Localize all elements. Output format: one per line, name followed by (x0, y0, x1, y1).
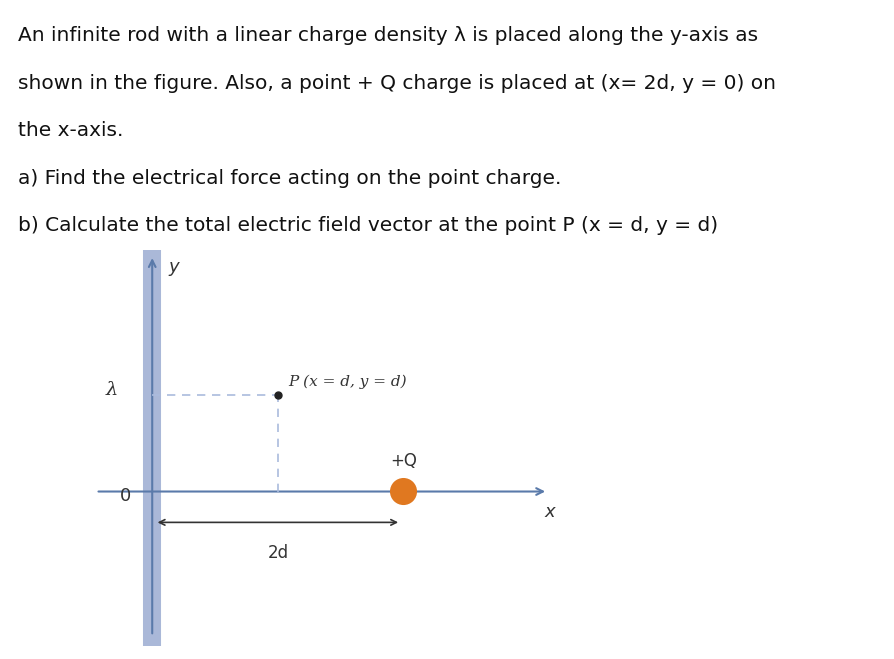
Text: x: x (544, 503, 555, 521)
Text: λ: λ (105, 382, 118, 399)
Text: 0: 0 (120, 488, 131, 505)
Point (396, 486, 410, 497)
Text: P (x = d, y = d): P (x = d, y = d) (288, 375, 407, 389)
Text: 2d: 2d (267, 544, 289, 561)
Point (271, 390, 285, 401)
Text: b) Calculate the total electric field vector at the point P (x = d, y = d): b) Calculate the total electric field ve… (18, 216, 718, 235)
Text: y: y (169, 258, 179, 276)
Text: a) Find the electrical force acting on the point charge.: a) Find the electrical force acting on t… (18, 169, 561, 188)
Text: shown in the figure. Also, a point + Q charge is placed at (x= 2d, y = 0) on: shown in the figure. Also, a point + Q c… (18, 74, 776, 93)
Text: An infinite rod with a linear charge density λ is placed along the y-axis as: An infinite rod with a linear charge den… (18, 26, 758, 45)
Text: the x-axis.: the x-axis. (18, 121, 123, 140)
Text: +Q: +Q (390, 452, 417, 471)
